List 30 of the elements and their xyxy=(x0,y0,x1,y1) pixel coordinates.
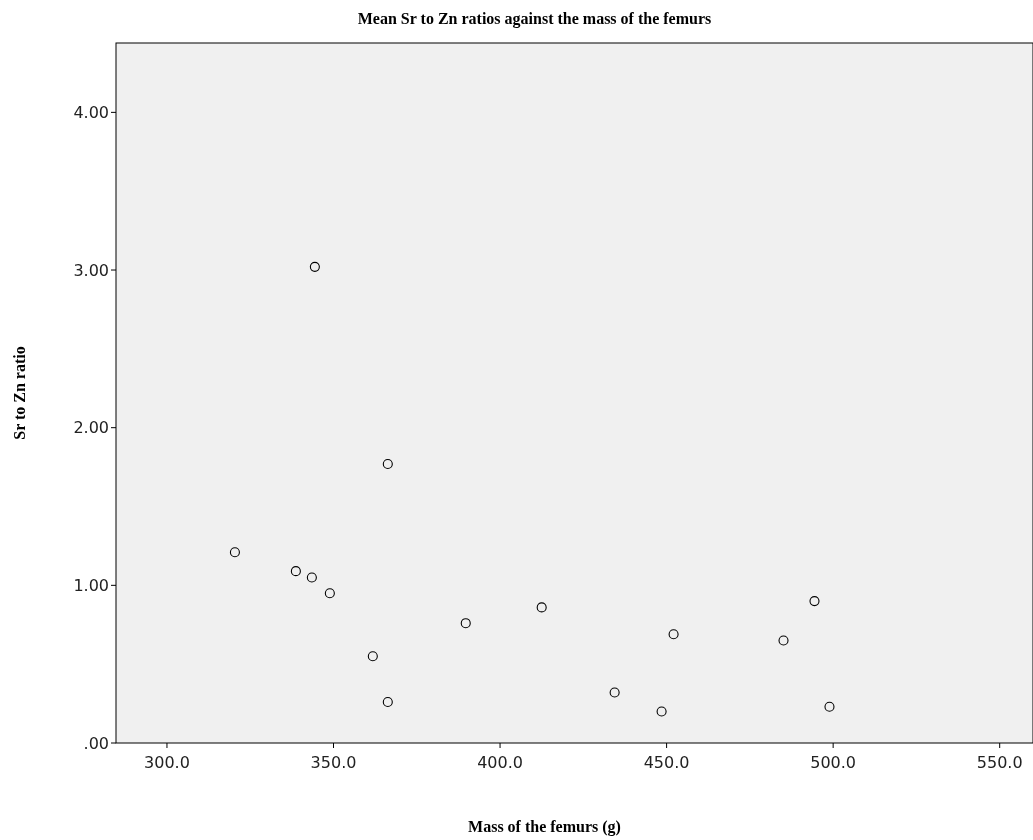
point xyxy=(460,618,471,629)
x-tick-label: 350.0 xyxy=(310,753,357,772)
x-axis-title: Mass of the femurs (g) xyxy=(468,818,621,836)
x-tick-label: 550.0 xyxy=(976,753,1023,772)
x-tick-label: 400.0 xyxy=(477,753,523,772)
x-tick-label: 500.0 xyxy=(810,753,857,772)
y-tick-label: 3.00 xyxy=(73,260,109,280)
x-tick-label: 300.0 xyxy=(144,753,190,772)
point xyxy=(778,635,789,646)
point xyxy=(382,458,393,469)
point xyxy=(824,701,835,712)
point xyxy=(809,596,820,607)
point xyxy=(306,572,317,583)
y-tick-label: 1.00 xyxy=(73,575,109,595)
point xyxy=(309,261,320,272)
point xyxy=(324,588,335,599)
x-tick-label: 450.0 xyxy=(643,753,690,772)
point xyxy=(290,566,301,577)
point xyxy=(367,651,378,662)
y-axis-title: Sr to Zn ratio xyxy=(11,346,28,440)
point xyxy=(656,706,667,717)
y-tick-label: 4.00 xyxy=(73,102,109,122)
point xyxy=(229,547,240,558)
point xyxy=(609,687,620,698)
point xyxy=(382,696,393,708)
point xyxy=(536,602,547,613)
y-tick-label: .00 xyxy=(83,733,109,753)
chart-title: Mean Sr to Zn ratios against the mass of the femurs xyxy=(357,10,712,28)
y-tick-label: 2.00 xyxy=(73,418,109,438)
point xyxy=(668,629,679,640)
